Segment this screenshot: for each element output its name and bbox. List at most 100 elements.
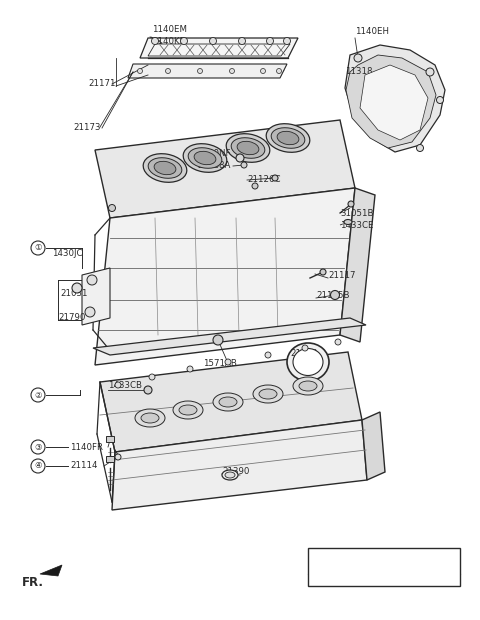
Text: 21443: 21443	[290, 348, 317, 358]
Text: 31051B: 31051B	[340, 208, 373, 218]
Circle shape	[436, 97, 444, 104]
Ellipse shape	[135, 409, 165, 427]
Polygon shape	[40, 565, 62, 576]
Ellipse shape	[271, 128, 305, 148]
Text: ①: ①	[34, 244, 42, 252]
Polygon shape	[95, 120, 355, 218]
Ellipse shape	[141, 413, 159, 423]
Text: 1140EM: 1140EM	[152, 25, 187, 35]
Ellipse shape	[222, 470, 238, 480]
Polygon shape	[346, 55, 436, 148]
Text: 1430JC: 1430JC	[52, 249, 83, 259]
Polygon shape	[100, 352, 362, 452]
Ellipse shape	[231, 138, 265, 158]
Ellipse shape	[194, 151, 216, 165]
Polygon shape	[148, 44, 290, 56]
Circle shape	[85, 307, 95, 317]
Text: ④: ④	[34, 461, 42, 471]
Text: 1433CB: 1433CB	[108, 381, 142, 391]
Text: 11318: 11318	[345, 68, 372, 76]
Circle shape	[272, 175, 278, 181]
Circle shape	[166, 68, 170, 74]
Ellipse shape	[237, 141, 259, 154]
Circle shape	[87, 275, 97, 285]
Ellipse shape	[293, 348, 323, 376]
Ellipse shape	[154, 161, 176, 175]
Text: NOTE: NOTE	[314, 575, 342, 585]
Text: 1140FR: 1140FR	[70, 443, 103, 451]
Polygon shape	[360, 65, 428, 140]
Text: 21126C: 21126C	[247, 175, 280, 185]
Circle shape	[31, 459, 45, 473]
Polygon shape	[140, 38, 298, 58]
Text: 21390: 21390	[222, 467, 250, 477]
Ellipse shape	[179, 405, 197, 415]
Circle shape	[72, 283, 82, 293]
Text: 21117: 21117	[328, 272, 356, 280]
Circle shape	[348, 201, 354, 207]
Circle shape	[354, 54, 362, 62]
Circle shape	[115, 454, 121, 460]
Ellipse shape	[226, 134, 270, 162]
Polygon shape	[340, 188, 375, 342]
Polygon shape	[112, 420, 367, 510]
Text: ③: ③	[34, 443, 42, 451]
Ellipse shape	[143, 154, 187, 182]
Circle shape	[229, 68, 235, 74]
Bar	[308, 548, 460, 586]
Circle shape	[331, 291, 339, 299]
Ellipse shape	[183, 144, 227, 172]
Text: 21115B: 21115B	[316, 291, 349, 301]
Circle shape	[31, 241, 45, 255]
Ellipse shape	[259, 389, 277, 399]
Circle shape	[187, 366, 193, 372]
Text: 1433CE: 1433CE	[340, 221, 373, 229]
Text: 1571AB: 1571AB	[203, 358, 237, 368]
Ellipse shape	[344, 219, 352, 224]
Circle shape	[108, 205, 116, 211]
Bar	[106, 456, 114, 462]
Text: 21031: 21031	[60, 290, 87, 298]
Circle shape	[225, 359, 231, 365]
Ellipse shape	[293, 377, 323, 395]
Circle shape	[241, 162, 247, 168]
Circle shape	[265, 352, 271, 358]
Circle shape	[266, 37, 274, 45]
Text: THE NO. 21110B : ①~④: THE NO. 21110B : ①~④	[312, 562, 419, 570]
Ellipse shape	[266, 124, 310, 153]
Circle shape	[261, 68, 265, 74]
Circle shape	[252, 183, 258, 189]
Ellipse shape	[299, 381, 317, 391]
Circle shape	[335, 339, 341, 345]
Polygon shape	[95, 188, 355, 365]
Circle shape	[31, 440, 45, 454]
Circle shape	[320, 269, 326, 275]
Ellipse shape	[173, 401, 203, 419]
Text: 21128B: 21128B	[388, 112, 421, 122]
Bar	[106, 436, 114, 442]
Ellipse shape	[219, 397, 237, 407]
Polygon shape	[93, 318, 366, 355]
Ellipse shape	[287, 343, 329, 381]
Circle shape	[180, 37, 188, 45]
Text: 1140NF: 1140NF	[197, 149, 230, 157]
Circle shape	[197, 68, 203, 74]
Circle shape	[213, 335, 223, 345]
Ellipse shape	[148, 157, 182, 179]
Text: 21790: 21790	[58, 314, 85, 322]
Text: 21171: 21171	[88, 79, 116, 89]
Ellipse shape	[277, 131, 299, 144]
Polygon shape	[128, 64, 287, 78]
Circle shape	[209, 37, 216, 45]
Circle shape	[31, 388, 45, 402]
Circle shape	[284, 37, 290, 45]
Circle shape	[144, 386, 152, 394]
Polygon shape	[345, 45, 445, 152]
Circle shape	[152, 37, 158, 45]
Text: 1140EH: 1140EH	[355, 27, 389, 37]
Circle shape	[239, 37, 245, 45]
Circle shape	[417, 144, 423, 151]
Circle shape	[115, 382, 121, 388]
Text: 21114: 21114	[70, 461, 97, 471]
Polygon shape	[82, 268, 110, 325]
